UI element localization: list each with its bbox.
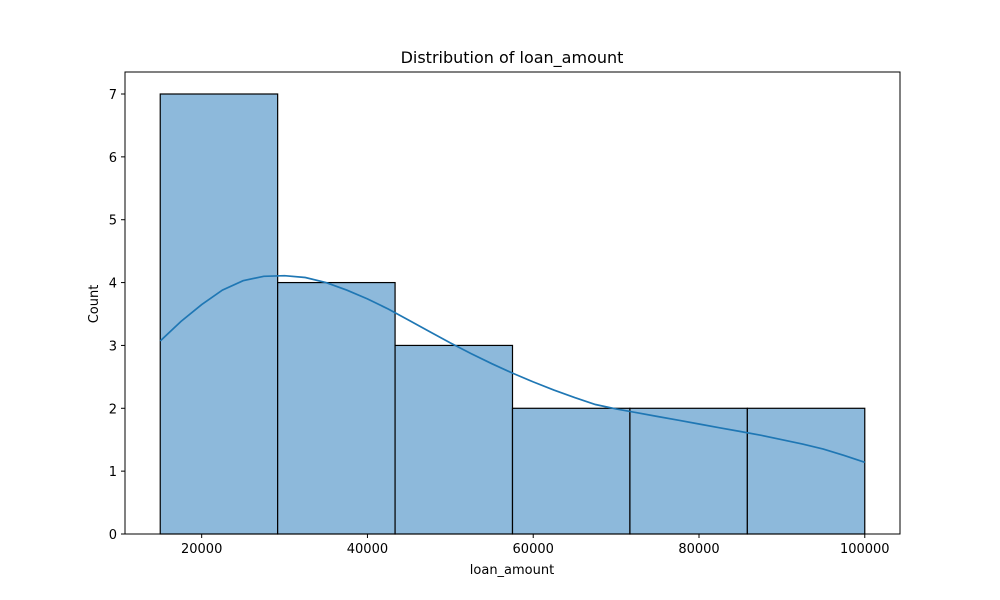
histogram-bar-1 xyxy=(159,93,279,535)
histogram-bar-5 xyxy=(629,407,748,535)
chart-title: Distribution of loan_amount xyxy=(401,48,624,68)
histogram-bar-2 xyxy=(277,281,396,535)
histogram-bar-6 xyxy=(746,407,866,535)
x-tick-label: 20000 xyxy=(181,542,222,557)
plot-frame xyxy=(124,71,901,535)
x-tick-label: 80000 xyxy=(678,542,719,557)
y-tick-label: 6 xyxy=(109,151,117,166)
bars-layer xyxy=(159,93,866,535)
x-axis: 20000 40000 60000 80000 100000 xyxy=(181,534,890,557)
y-tick-label: 5 xyxy=(109,214,117,229)
y-tick-label: 3 xyxy=(109,339,117,354)
histogram-bar-3 xyxy=(394,344,514,535)
y-tick-label: 0 xyxy=(109,528,117,543)
y-tick-label: 7 xyxy=(109,88,117,103)
x-tick-label: 60000 xyxy=(513,542,554,557)
y-tick-label: 1 xyxy=(109,465,117,480)
y-axis: 0 1 2 3 4 5 6 7 xyxy=(109,88,125,543)
histogram-bar-4 xyxy=(511,407,631,535)
x-tick-label: 100000 xyxy=(840,542,890,557)
y-axis-title: Count xyxy=(87,285,102,324)
x-axis-title: loan_amount xyxy=(470,563,554,578)
y-tick-label: 4 xyxy=(109,277,117,292)
y-tick-label: 2 xyxy=(109,402,117,417)
kde-line xyxy=(159,274,866,464)
x-tick-label: 40000 xyxy=(347,542,388,557)
